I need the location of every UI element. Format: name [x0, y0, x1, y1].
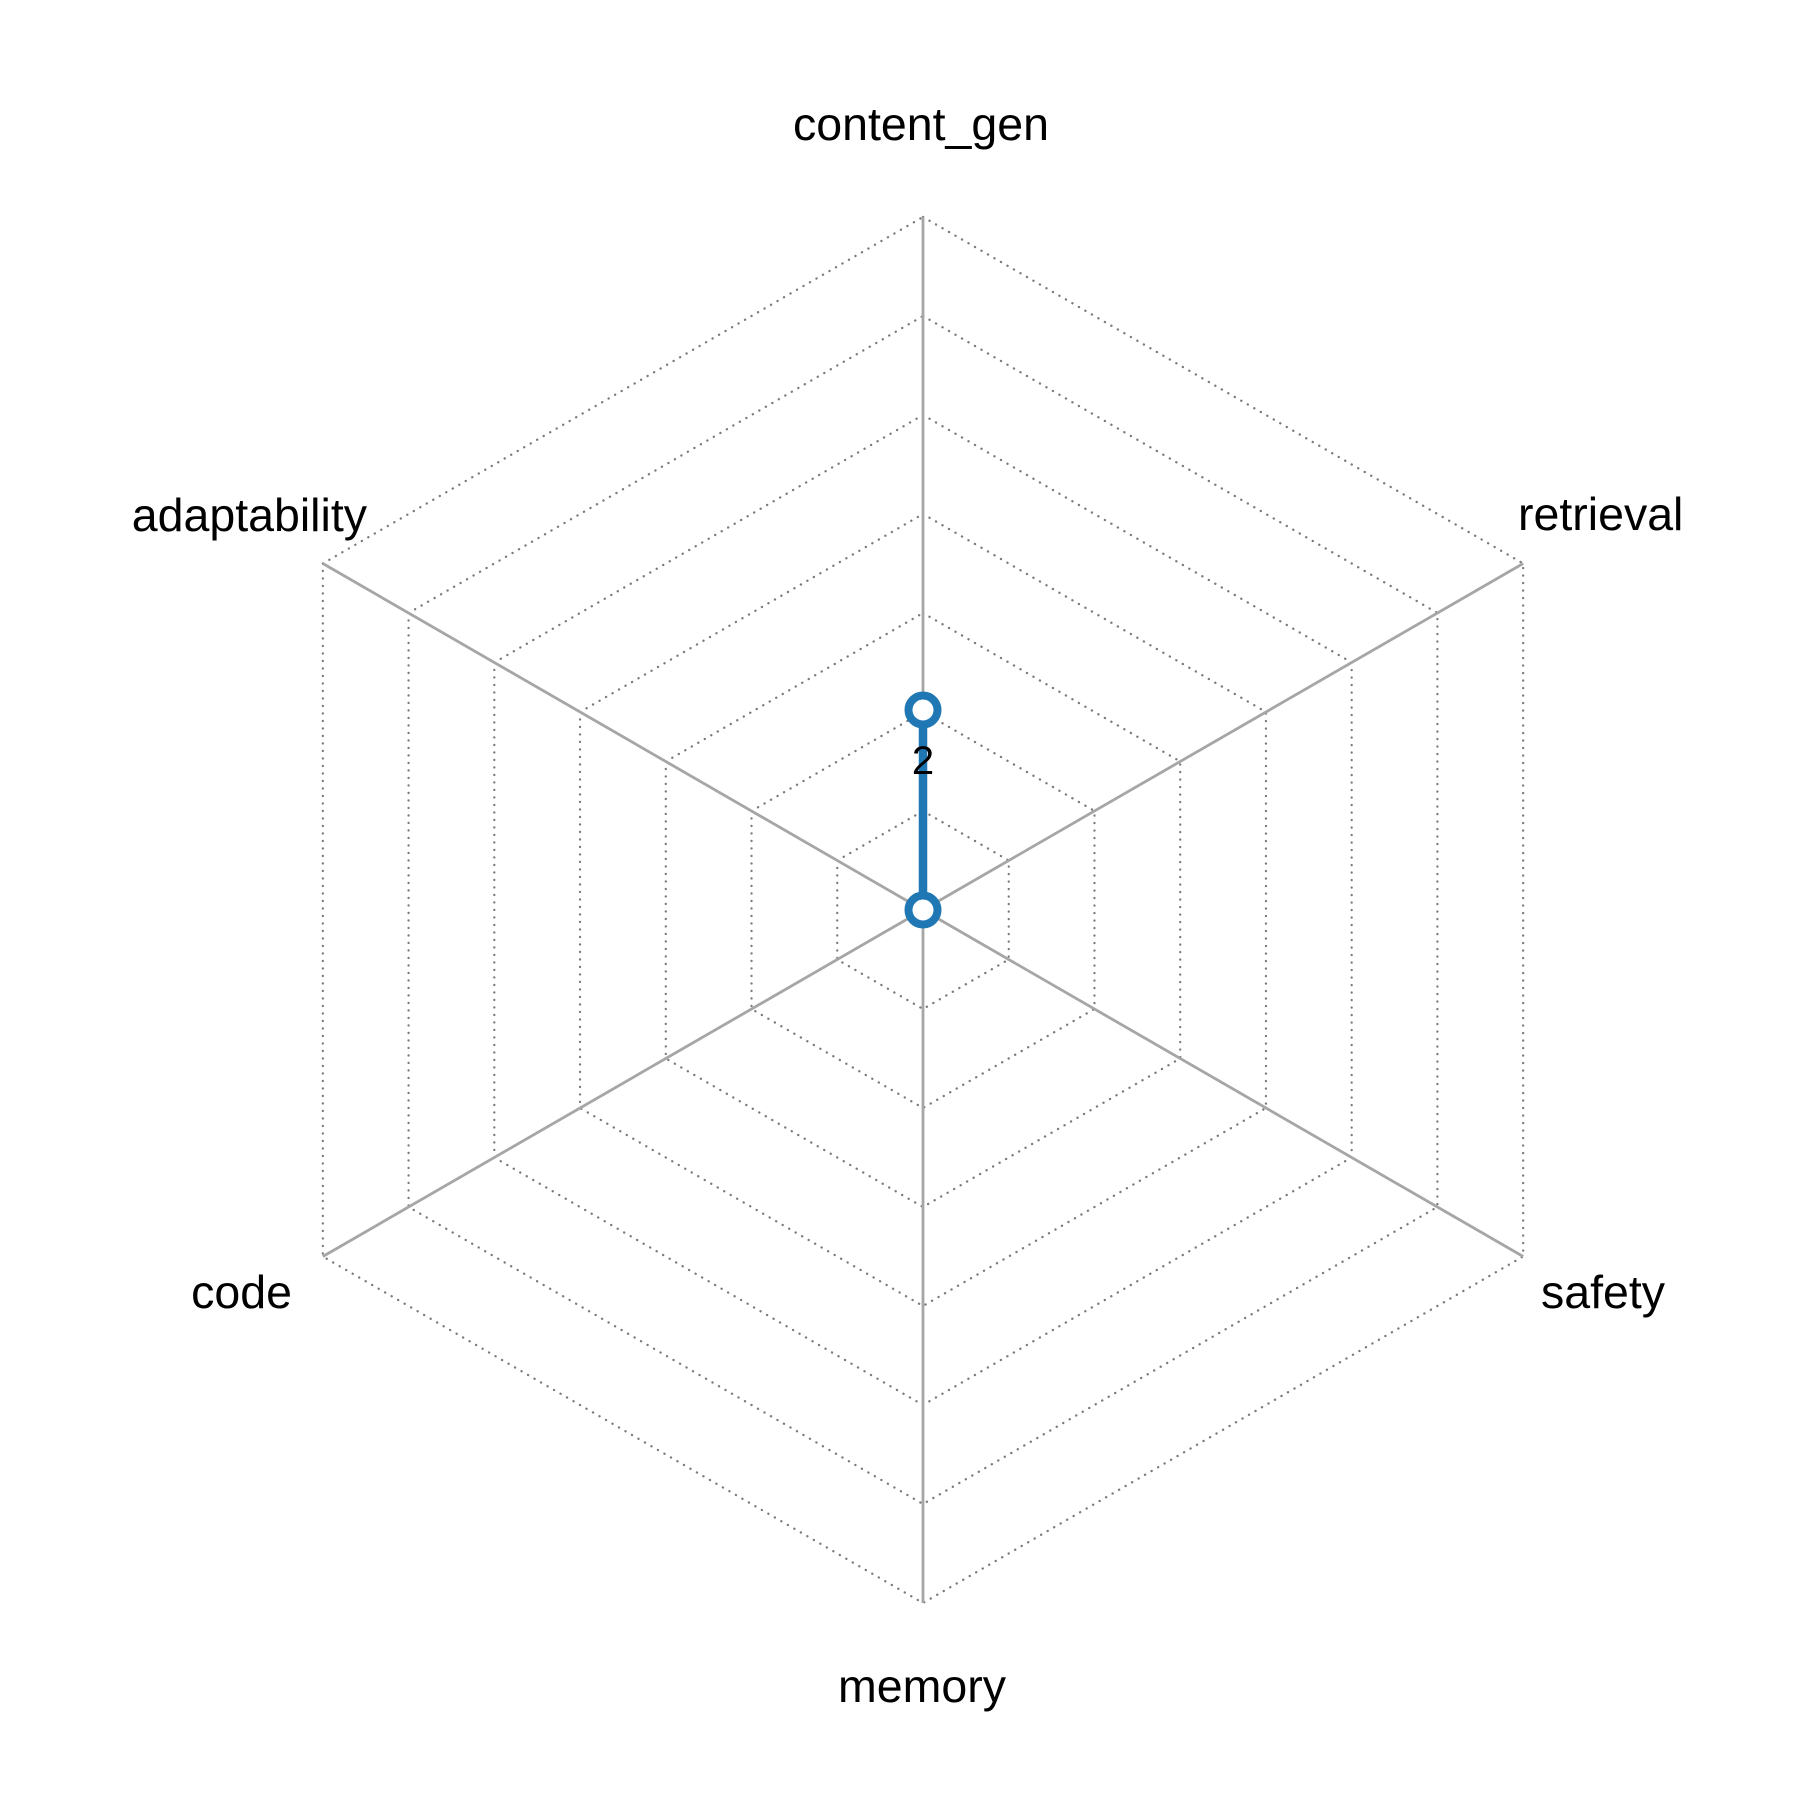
- svg-text:retrieval: retrieval: [1518, 488, 1683, 540]
- svg-text:safety: safety: [1541, 1266, 1666, 1318]
- svg-text:content_gen: content_gen: [793, 98, 1049, 150]
- svg-text:memory: memory: [838, 1660, 1007, 1712]
- svg-text:adaptability: adaptability: [132, 489, 368, 541]
- svg-text:code: code: [191, 1266, 292, 1318]
- svg-text:2: 2: [912, 739, 934, 783]
